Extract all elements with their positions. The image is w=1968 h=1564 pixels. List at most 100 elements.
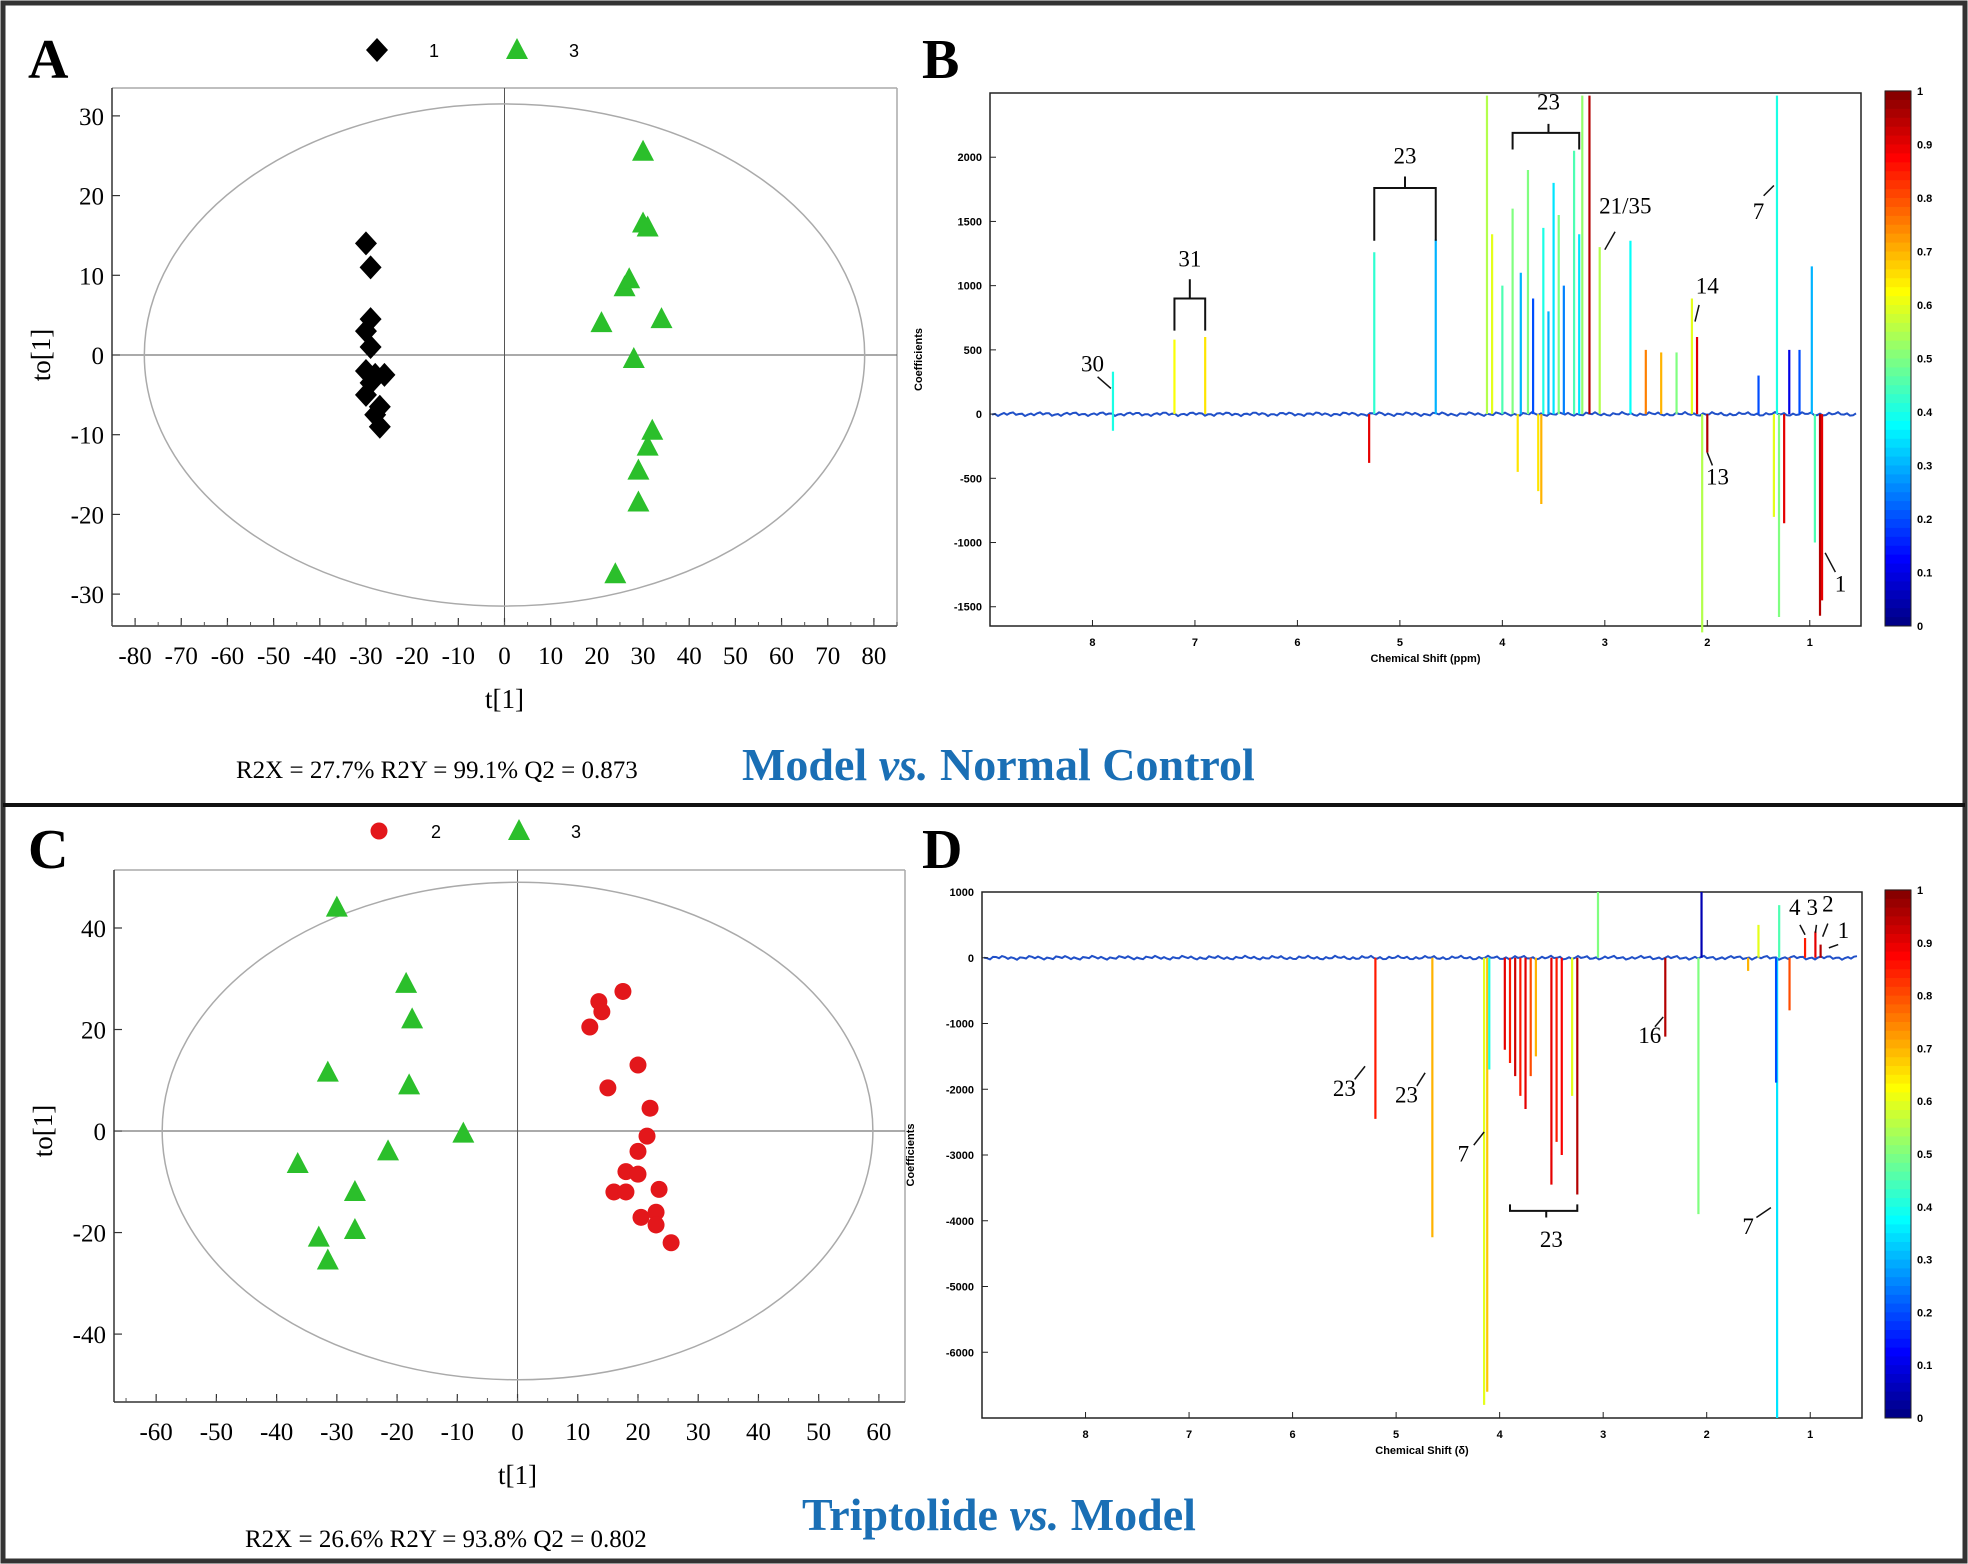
colorbar-segment <box>1885 1144 1911 1154</box>
colorbar-segment <box>1885 464 1911 475</box>
colorbar-segment <box>1885 117 1911 127</box>
colorbar-tick-label: 0.3 <box>1917 461 1932 473</box>
y-tick-label: 10 <box>79 263 104 290</box>
plot-frame <box>989 92 1862 627</box>
x-tick-label: 5 <box>1397 637 1403 649</box>
circle-marker <box>629 1142 647 1160</box>
peak-annotation: 23 <box>1537 90 1560 115</box>
peak-annotation: 31 <box>1178 246 1201 271</box>
y-tick-label: -4000 <box>946 1216 974 1228</box>
triangle-marker <box>377 1139 400 1161</box>
pointer-7 <box>1763 184 1775 197</box>
peak-annotation: 13 <box>1706 465 1729 490</box>
colorbar-segment <box>1885 126 1911 136</box>
colorbar-segment <box>1885 562 1911 573</box>
triangle-marker <box>398 1073 421 1095</box>
colorbar-segment <box>1885 1135 1911 1146</box>
model-stats: R2X = 26.6% R2Y = 93.8% Q2 = 0.802 <box>245 1526 647 1553</box>
coefficient-peaks <box>1374 892 1822 1418</box>
confidence-ellipse <box>143 103 866 607</box>
colorbar-segment <box>1885 1391 1911 1401</box>
x-tick-label: 60 <box>769 643 794 670</box>
colorbar-tick-label: 0.9 <box>1917 140 1932 152</box>
circle-marker <box>629 1165 647 1183</box>
series-3 <box>590 139 673 584</box>
colorbar-segment <box>1885 99 1911 109</box>
colorbar-segment <box>1885 90 1911 100</box>
colorbar-tick-label: 0.5 <box>1917 1149 1932 1161</box>
colorbar-tick-label: 0.3 <box>1917 1255 1932 1267</box>
y-tick-label: 0 <box>94 1119 107 1146</box>
y-tick-label: 2000 <box>958 152 982 164</box>
circle-marker <box>647 1216 665 1234</box>
x-tick-label: 1 <box>1807 1429 1813 1441</box>
triangle-marker <box>452 1121 475 1143</box>
colorbar-tick-label: 0 <box>1917 1413 1923 1425</box>
peak-annotation: 23 <box>1394 144 1417 169</box>
peak-annotation: 23 <box>1395 1082 1418 1107</box>
x-tick-label: -20 <box>395 643 428 670</box>
x-tick-label: 10 <box>565 1419 590 1446</box>
colorbar-segment <box>1885 1320 1911 1330</box>
colorbar-segment <box>1885 277 1911 288</box>
y-tick-label: 1000 <box>958 281 982 293</box>
triangle-marker <box>622 346 645 368</box>
colorbar-segment <box>1885 536 1911 546</box>
colorbar-segment <box>1885 1355 1911 1366</box>
colorbar-segment <box>1885 571 1911 582</box>
colorbar-segment <box>1885 447 1911 457</box>
triangle-marker <box>506 38 528 59</box>
colorbar-segment <box>1885 366 1911 377</box>
x-tick-label: 40 <box>677 643 702 670</box>
x-axis-label: t[1] <box>498 1460 537 1490</box>
peak-annotation: 23 <box>1333 1076 1356 1101</box>
colorbar-segment <box>1885 1215 1911 1225</box>
colorbar-segment <box>1885 589 1911 600</box>
colorbar-segment <box>1885 108 1911 118</box>
colorbar-segment <box>1885 1047 1911 1058</box>
triangle-marker <box>395 971 418 993</box>
x-tick-label: 80 <box>861 643 886 670</box>
x-tick-label: 40 <box>746 1419 771 1446</box>
triangle-marker <box>641 418 664 440</box>
score-plot-a: -80 -70 -60 -50 -40 -30 -20 -10 0 10 20 30 40 50 60 70 8… <box>26 38 898 784</box>
peak-annotation: 21/35 <box>1599 194 1651 219</box>
peak-annotation: 16 <box>1638 1023 1661 1048</box>
panel-label-c: C <box>28 819 68 881</box>
circle-marker <box>581 1018 599 1036</box>
colorbar-segment <box>1885 1267 1911 1278</box>
colorbar-segment <box>1885 134 1911 145</box>
colorbar-tick-label: 0.9 <box>1917 938 1932 950</box>
peak-annotation: 1 <box>1838 918 1850 943</box>
colorbar-segment <box>1885 482 1911 493</box>
colorbar-segment <box>1885 1338 1911 1348</box>
pointer-2 <box>1821 923 1829 937</box>
colorbar-segment <box>1885 1109 1911 1119</box>
colorbar-segment <box>1885 304 1911 314</box>
colorbar-segment <box>1885 1347 1911 1357</box>
colorbar-tick-label: 0.4 <box>1917 1202 1933 1214</box>
panel-label-a: A <box>28 29 69 91</box>
colorbar-tick-label: 0.7 <box>1917 1043 1932 1055</box>
diamond-marker <box>354 231 377 256</box>
colorbar-segment <box>1885 1232 1911 1242</box>
colorbar-segment <box>1885 1223 1911 1234</box>
colorbar: 0 0.1 0.2 0.3 0.4 0.5 0.6 0.7 0.8 0.9 1 <box>1884 86 1933 633</box>
x-tick-label: 6 <box>1294 637 1300 649</box>
colorbar-segment <box>1885 375 1911 386</box>
colorbar-segment <box>1885 1329 1911 1339</box>
y-tick-label: -20 <box>73 1221 106 1248</box>
colorbar-segment <box>1885 907 1911 917</box>
colorbar-segment <box>1885 393 1911 404</box>
x-tick-label: 3 <box>1602 637 1608 649</box>
colorbar-segment <box>1885 286 1911 297</box>
loading-plot-d: 8 7 6 5 4 3 2 1-6000-5000-4000-3000-2000-100001… <box>905 885 1933 1457</box>
y-tick-label: -20 <box>71 502 104 529</box>
x-tick-label: 20 <box>625 1419 650 1446</box>
bracket-23-b <box>1511 123 1581 150</box>
colorbar-segment <box>1885 1171 1911 1181</box>
y-tick-label: 20 <box>79 184 104 211</box>
colorbar-segment <box>1885 1118 1911 1128</box>
peak-annotation: 7 <box>1742 1214 1754 1239</box>
